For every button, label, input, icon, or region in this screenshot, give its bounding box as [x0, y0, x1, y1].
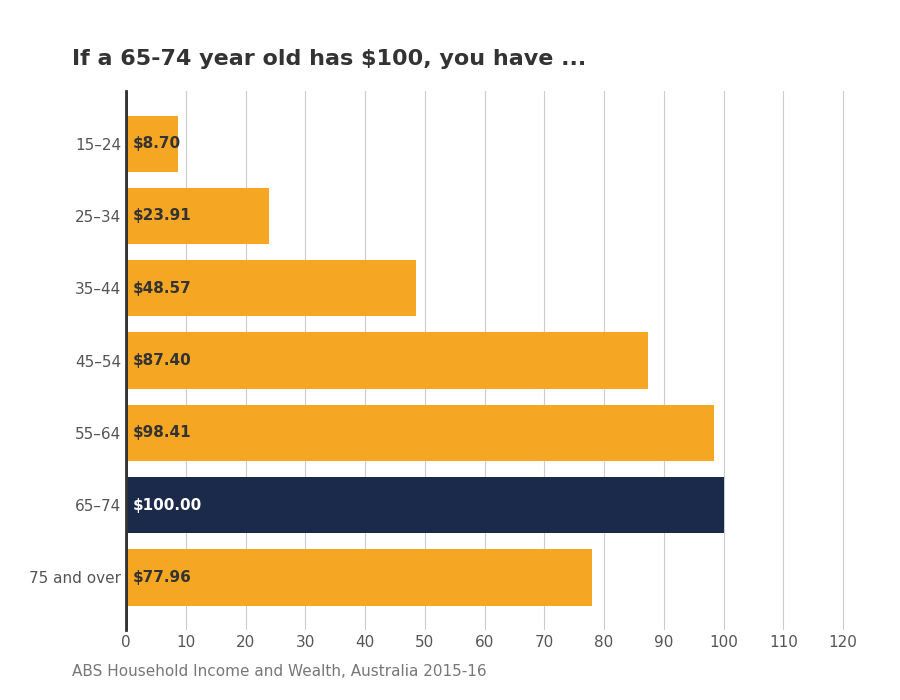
Text: $87.40: $87.40 [133, 353, 192, 368]
Text: $8.70: $8.70 [133, 136, 181, 151]
Bar [126, 405, 714, 461]
Text: $48.57: $48.57 [133, 281, 192, 295]
Bar [126, 332, 648, 389]
Bar [126, 260, 417, 316]
Bar [126, 549, 592, 606]
Text: $100.00: $100.00 [133, 498, 202, 512]
Text: ABS Household Income and Wealth, Australia 2015-16: ABS Household Income and Wealth, Austral… [72, 664, 487, 678]
Text: $77.96: $77.96 [133, 570, 192, 584]
Bar [126, 116, 178, 172]
Bar [126, 188, 269, 244]
Bar [126, 477, 724, 533]
Text: If a 65-74 year old has $100, you have ...: If a 65-74 year old has $100, you have .… [72, 49, 586, 69]
Text: $98.41: $98.41 [133, 426, 192, 440]
Text: $23.91: $23.91 [133, 209, 192, 223]
